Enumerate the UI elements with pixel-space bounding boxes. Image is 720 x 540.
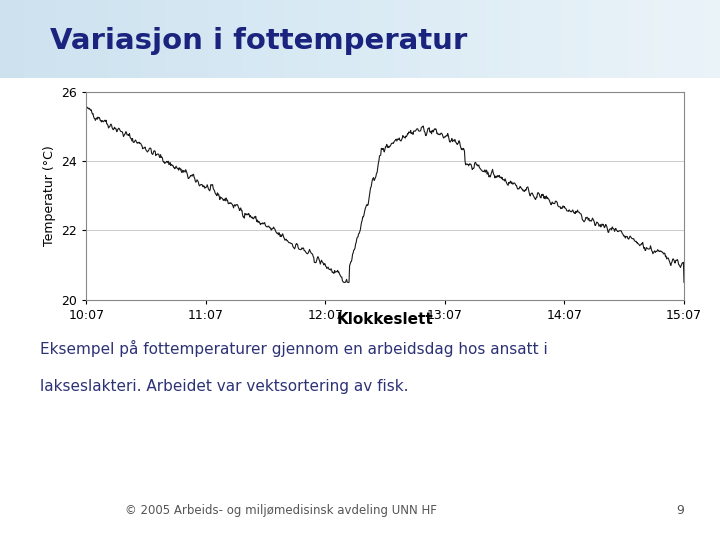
Text: © 2005 Arbeids- og miljømedisinsk avdeling UNN HF: © 2005 Arbeids- og miljømedisinsk avdeli… xyxy=(125,504,436,517)
Text: Variasjon i fottemperatur: Variasjon i fottemperatur xyxy=(50,26,468,55)
Text: lakseslakteri. Arbeidet var vektsortering av fisk.: lakseslakteri. Arbeidet var vektsorterin… xyxy=(40,379,408,394)
Text: Eksempel på fottemperaturer gjennom en arbeidsdag hos ansatt i: Eksempel på fottemperaturer gjennom en a… xyxy=(40,340,547,357)
Text: Klokkeslett: Klokkeslett xyxy=(337,313,433,327)
Y-axis label: Temperatur (°C): Temperatur (°C) xyxy=(43,145,56,246)
Text: 9: 9 xyxy=(677,504,685,517)
